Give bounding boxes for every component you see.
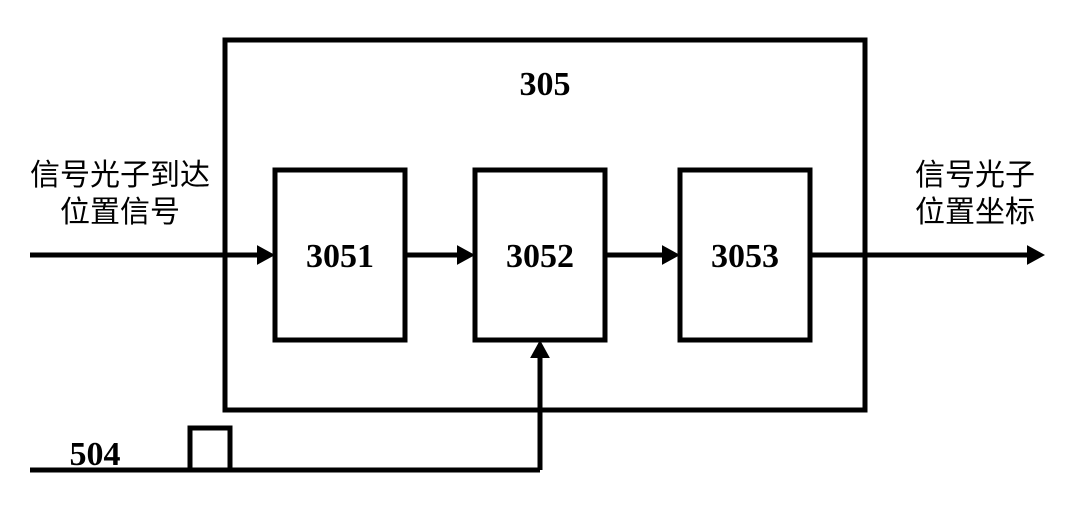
pulse-label: 504 [70, 436, 121, 473]
pulse-icon [165, 428, 255, 470]
input-label-line2: 位置信号 [60, 196, 180, 229]
arrow-out_arrow [810, 245, 1045, 265]
arrow-in_arrow [30, 245, 275, 265]
input-label-line1: 信号光子到达 [30, 159, 210, 192]
arrow-a12 [405, 245, 475, 265]
arrow-a23 [605, 245, 680, 265]
output-label-line2: 位置坐标 [915, 196, 1035, 229]
block-3051-label: 3051 [306, 238, 374, 275]
elbow-pulse_to_3052-v [530, 340, 550, 470]
block-3052-label: 3052 [506, 238, 574, 275]
block-3053-label: 3053 [711, 238, 779, 275]
output-label-line1: 信号光子 [915, 159, 1035, 192]
container-305-label: 305 [520, 66, 571, 103]
